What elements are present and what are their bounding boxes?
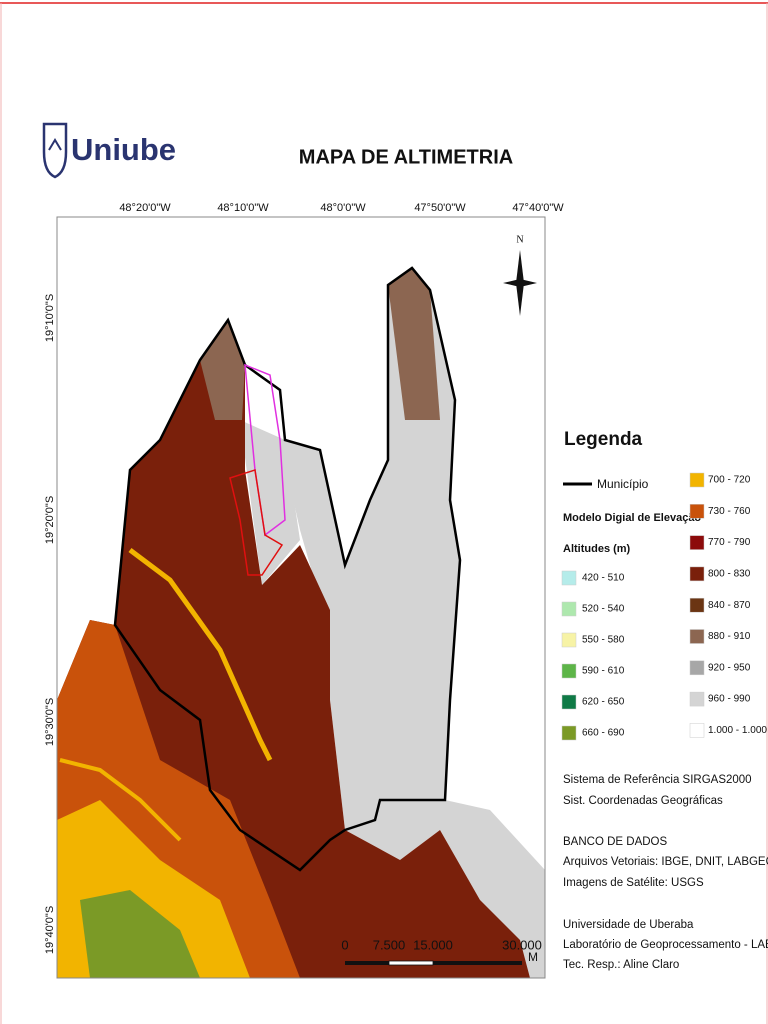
north-arrow-shape <box>503 279 537 287</box>
latitude-label: 19°10'0"S <box>44 294 56 342</box>
info-text: Laboratório de Geoprocessamento - LABGEO <box>563 939 768 951</box>
legend-municipio: Município <box>597 477 649 491</box>
scale-segment <box>433 961 522 965</box>
logo-icon <box>42 122 68 179</box>
legend-label: 880 - 910 <box>708 631 751 642</box>
terrain-mid <box>388 268 440 420</box>
legend-swatch <box>689 597 705 613</box>
title: MAPA DE ALTIMETRIA <box>299 146 513 168</box>
scale-label: 7.500 <box>373 937 406 952</box>
legend-swatch <box>689 723 705 738</box>
longitude-label: 48°10'0"W <box>217 202 269 214</box>
legend-swatch <box>689 504 705 519</box>
logo-icon-roof <box>48 138 62 151</box>
legend-swatch <box>689 629 705 644</box>
legend-label: 520 - 540 <box>582 604 625 615</box>
longitude-label: 48°20'0"W <box>119 202 171 214</box>
north-label: N <box>516 234 523 245</box>
legend-swatch <box>689 472 705 488</box>
river-valley <box>59 758 182 842</box>
legend-label: 800 - 830 <box>708 569 751 580</box>
info-text: Tec. Resp.: Aline Claro <box>563 959 679 971</box>
legend-swatch <box>689 660 705 676</box>
longitude-label: 47°50'0"W <box>414 202 466 214</box>
longitude-label: 47°40'0"W <box>512 202 564 214</box>
legend-swatch <box>689 566 705 582</box>
legend-swatch <box>561 601 577 617</box>
map: N <box>56 216 546 979</box>
legend-label: 920 - 950 <box>708 662 751 673</box>
legend-label: 550 - 580 <box>582 635 625 646</box>
logo-text: Uniube <box>71 132 176 167</box>
legend-label: 700 - 720 <box>708 475 751 486</box>
urban-area-boundary <box>229 469 284 576</box>
map-border <box>56 216 546 979</box>
scale-label: 0 <box>341 937 348 952</box>
legend-label: 1.000 - 1.000 <box>708 725 767 736</box>
info-text: Sistema de Referência SIRGAS2000 <box>563 774 752 786</box>
scale-segment <box>388 960 434 966</box>
legend-label: 620 - 650 <box>582 697 625 708</box>
legend-label: 660 - 690 <box>582 728 625 739</box>
info-text: Sist. Coordenadas Geográficas <box>563 795 723 807</box>
legend-swatch <box>689 535 705 550</box>
legend-label: 840 - 870 <box>708 600 751 611</box>
latitude-label: 19°20'0"S <box>44 496 56 544</box>
municipality-boundary <box>113 266 462 872</box>
legend-swatch <box>561 663 577 679</box>
scale-label: 30.000 <box>502 937 542 952</box>
scale-bar <box>345 960 522 966</box>
legend-label: 960 - 990 <box>708 694 751 705</box>
legend-swatch <box>561 632 577 648</box>
latitude-label: 19°40'0"S <box>44 906 56 954</box>
logo: Uniube <box>42 122 176 179</box>
latitude-label: 19°30'0"S <box>44 698 56 746</box>
terrain-lowest <box>80 890 200 978</box>
scale-segment <box>345 961 389 965</box>
legend-title: Legenda <box>564 429 643 450</box>
info-text: Universidade de Uberaba <box>563 919 694 931</box>
legend-label: 730 - 760 <box>708 506 751 517</box>
legend-label: 420 - 510 <box>582 573 625 584</box>
longitude-label: 48°0'0"W <box>320 202 366 214</box>
legend-label: 770 - 790 <box>708 537 751 548</box>
info-text: BANCO DE DADOS <box>563 836 667 848</box>
river-valley <box>128 548 273 762</box>
legend-swatch <box>561 694 577 710</box>
legend-swatch <box>561 725 577 741</box>
info-text: Arquivos Vetoriais: IBGE, DNIT, LABGEO, … <box>563 856 768 868</box>
legend-swatch <box>561 570 577 586</box>
legend-model: Modelo Digial de Elevação <box>563 512 701 524</box>
terrain-high <box>240 420 300 585</box>
legend-label: 590 - 610 <box>582 666 625 677</box>
info-text: Imagens de Satélite: USGS <box>563 877 704 889</box>
north-arrow: N <box>503 234 537 316</box>
terrain-high <box>280 268 545 978</box>
scale-label: 15.000 <box>413 937 453 952</box>
legend-swatch <box>689 691 705 707</box>
scale-unit: M <box>528 950 538 964</box>
legend-altitudes: Altitudes (m) <box>563 543 631 555</box>
